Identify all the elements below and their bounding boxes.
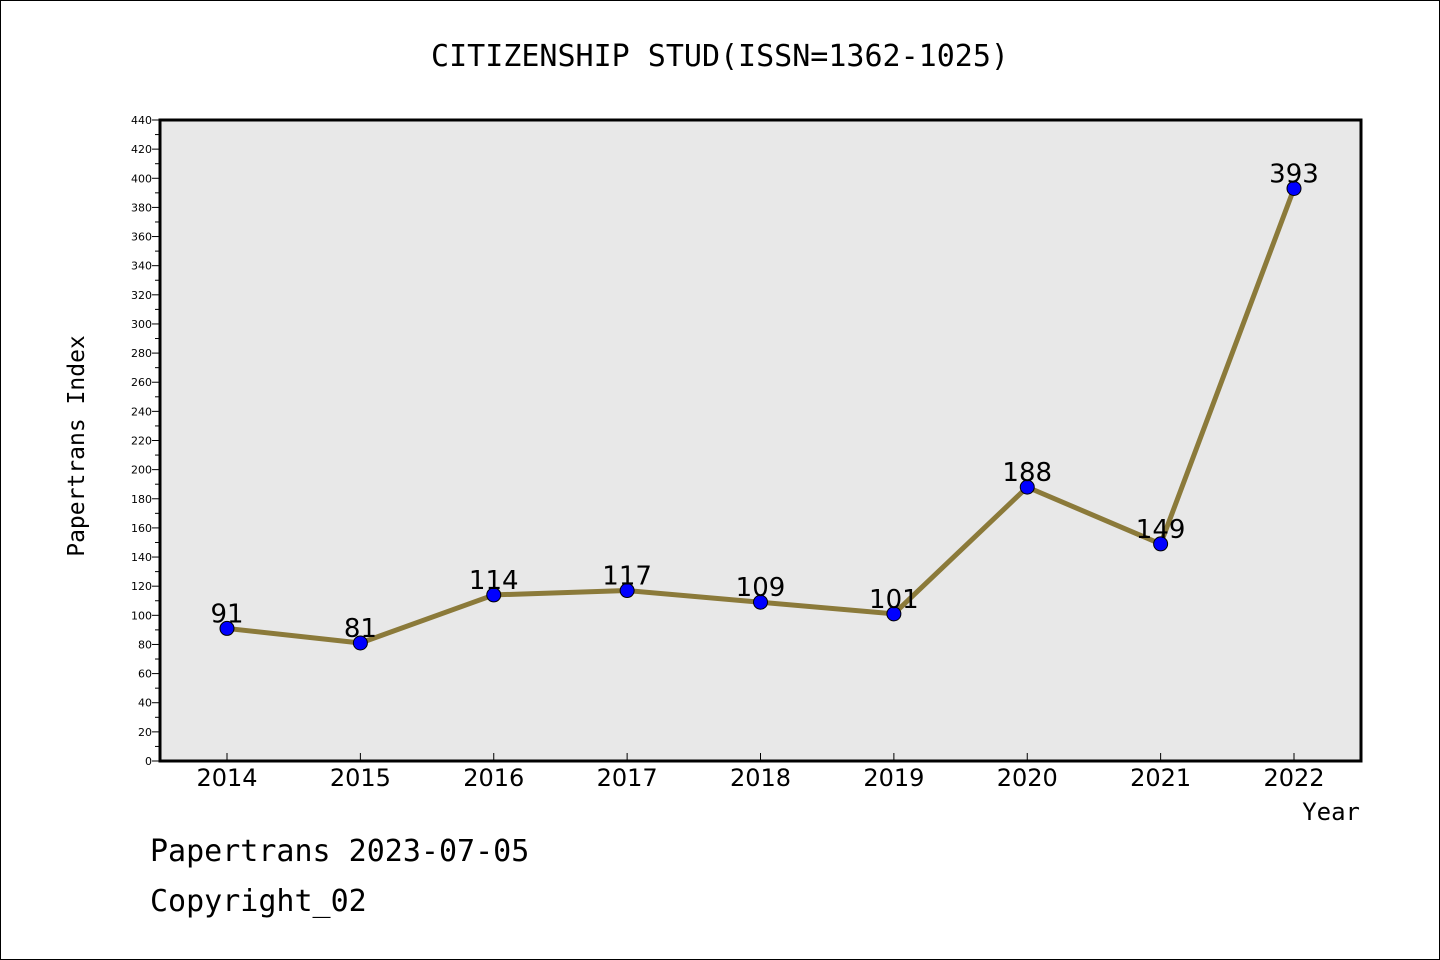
y-tick-label: 340 (131, 260, 152, 273)
data-label: 188 (1002, 458, 1052, 488)
x-tick-label: 2017 (597, 764, 658, 792)
data-point (486, 587, 502, 603)
y-tick-label: 60 (138, 668, 152, 681)
y-tick-label: 380 (131, 201, 152, 214)
x-tick-label: 2014 (196, 764, 257, 792)
y-tick-label: 400 (131, 172, 152, 185)
y-axis-ticks: 0 20 40 60 80 100 120 140 160 180 200 220 240 260 280 3… (131, 114, 160, 768)
data-label: 114 (469, 566, 519, 596)
data-label: 81 (344, 614, 377, 644)
plot-area (158, 118, 1363, 763)
y-tick-label: 280 (131, 347, 152, 360)
x-tick-label: 2018 (730, 764, 791, 792)
data-point (886, 606, 902, 622)
y-tick-label: 180 (131, 493, 152, 506)
y-tick-label: 360 (131, 231, 152, 244)
y-axis-label: Papertrans Index (64, 335, 90, 557)
y-tick-label: 440 (131, 114, 152, 127)
y-tick-label: 300 (131, 318, 152, 331)
y-tick-label: 220 (131, 435, 152, 448)
y-tick-label: 320 (131, 289, 152, 302)
x-tick-label: 2022 (1263, 764, 1324, 792)
x-axis-ticks: 2014 2015 2016 2017 2018 2019 2020 2021 2022 (196, 753, 1325, 792)
y-tick-label: 260 (131, 376, 152, 389)
data-point (1153, 536, 1169, 552)
y-tick-label: 200 (131, 464, 152, 477)
data-point (1019, 479, 1035, 495)
data-point (1286, 180, 1302, 196)
data-label: 109 (736, 573, 786, 603)
data-label: 101 (869, 585, 919, 615)
y-tick-label: 240 (131, 405, 152, 418)
data-label: 149 (1136, 515, 1186, 545)
y-tick-label: 420 (131, 143, 152, 156)
y-tick-label: 140 (131, 551, 152, 564)
y-tick-label: 160 (131, 522, 152, 535)
data-point (619, 583, 635, 599)
x-axis-label: Year (1302, 798, 1360, 826)
data-label: 117 (602, 562, 652, 592)
x-tick-label: 2015 (330, 764, 391, 792)
data-labels: 91 81 114 117 109 101 188 149 393 (210, 159, 1318, 644)
x-tick-label: 2019 (863, 764, 924, 792)
footer-date: Papertrans 2023-07-05 (150, 834, 530, 869)
data-point (219, 620, 235, 636)
y-tick-label: 0 (145, 755, 152, 768)
data-point (753, 594, 768, 610)
data-label: 91 (210, 599, 243, 629)
y-tick-label: 20 (138, 726, 152, 739)
x-tick-label: 2016 (463, 764, 524, 792)
y-tick-label: 120 (131, 580, 152, 593)
x-tick-label: 2021 (1130, 764, 1191, 792)
data-point (352, 635, 368, 651)
y-tick-label: 80 (138, 638, 152, 651)
data-label: 393 (1269, 159, 1319, 189)
footer-copyright: Copyright_02 (150, 884, 367, 919)
data-markers (219, 180, 1302, 651)
y-tick-label: 40 (138, 697, 152, 710)
x-tick-label: 2020 (997, 764, 1058, 792)
chart-title: CITIZENSHIP STUD(ISSN=1362-1025) (431, 39, 1009, 74)
y-tick-label: 100 (131, 609, 152, 622)
